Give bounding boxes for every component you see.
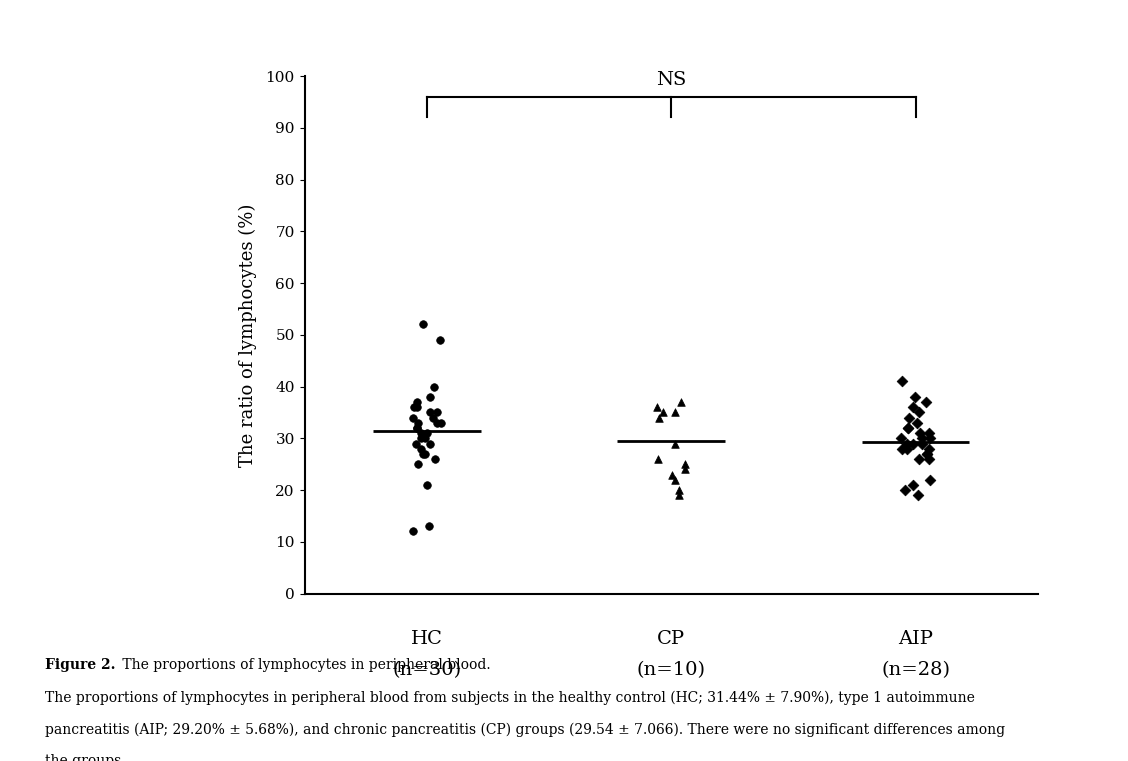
Text: (n=10): (n=10) <box>636 661 706 679</box>
Point <box>414 318 432 330</box>
Point <box>432 417 450 429</box>
Text: The proportions of lymphocytes in peripheral blood.: The proportions of lymphocytes in periph… <box>118 658 491 672</box>
Y-axis label: The ratio of lymphocytes (%): The ratio of lymphocytes (%) <box>239 203 257 466</box>
Point <box>899 422 917 434</box>
Text: CP: CP <box>658 630 685 648</box>
Point <box>428 417 446 429</box>
Point <box>429 406 447 419</box>
Point <box>421 438 439 450</box>
Text: The proportions of lymphocytes in peripheral blood from subjects in the healthy : The proportions of lymphocytes in periph… <box>45 690 975 705</box>
Point <box>653 406 671 419</box>
Point <box>651 412 669 424</box>
Point <box>676 458 694 470</box>
Point <box>424 380 442 393</box>
Point <box>412 443 430 455</box>
Point <box>649 453 667 465</box>
Point <box>899 422 917 434</box>
Point <box>670 484 688 496</box>
Point <box>667 473 685 486</box>
Point <box>904 438 922 450</box>
Text: (n=28): (n=28) <box>881 661 950 679</box>
Text: pancreatitis (AIP; 29.20% ± 5.68%), and chronic pancreatitis (CP) groups (29.54 : pancreatitis (AIP; 29.20% ± 5.68%), and … <box>45 722 1005 737</box>
Text: (n=30): (n=30) <box>393 661 461 679</box>
Point <box>424 412 442 424</box>
Point <box>418 479 437 491</box>
Point <box>409 417 428 429</box>
Point <box>416 447 434 460</box>
Point <box>414 447 432 460</box>
Point <box>910 406 928 419</box>
Point <box>405 525 423 537</box>
Point <box>676 463 694 476</box>
Text: Figure 2.: Figure 2. <box>45 658 116 672</box>
Point <box>893 443 911 455</box>
Point <box>418 427 437 439</box>
Point <box>421 521 439 533</box>
Point <box>922 432 940 444</box>
Point <box>920 443 938 455</box>
Point <box>405 401 423 413</box>
Point <box>666 406 684 419</box>
Point <box>908 417 926 429</box>
Point <box>416 432 434 444</box>
Point <box>918 447 936 460</box>
Text: HC: HC <box>411 630 442 648</box>
Point <box>893 375 911 387</box>
Point <box>407 396 425 408</box>
Text: the groups.: the groups. <box>45 754 125 761</box>
Point <box>913 438 931 450</box>
Point <box>409 458 428 470</box>
Text: NS: NS <box>656 71 686 89</box>
Text: AIP: AIP <box>898 630 933 648</box>
Point <box>408 422 426 434</box>
Point <box>407 438 425 450</box>
Point <box>407 401 425 413</box>
Point <box>670 489 688 501</box>
Point <box>897 484 915 496</box>
Point <box>666 438 684 450</box>
Point <box>408 422 426 434</box>
Point <box>431 334 449 346</box>
Point <box>404 412 422 424</box>
Point <box>909 489 927 501</box>
Point <box>898 438 916 450</box>
Point <box>671 396 689 408</box>
Point <box>919 427 937 439</box>
Point <box>904 401 922 413</box>
Point <box>421 391 439 403</box>
Point <box>906 391 924 403</box>
Point <box>920 453 938 465</box>
Point <box>899 443 917 455</box>
Point <box>649 401 667 413</box>
Point <box>914 432 932 444</box>
Point <box>663 469 681 481</box>
Point <box>910 453 928 465</box>
Point <box>900 412 918 424</box>
Point <box>421 406 439 419</box>
Point <box>918 447 936 460</box>
Point <box>917 396 935 408</box>
Point <box>920 473 938 486</box>
Point <box>426 453 444 465</box>
Point <box>412 427 430 439</box>
Point <box>910 427 928 439</box>
Point <box>412 432 430 444</box>
Point <box>892 432 910 444</box>
Point <box>904 479 922 491</box>
